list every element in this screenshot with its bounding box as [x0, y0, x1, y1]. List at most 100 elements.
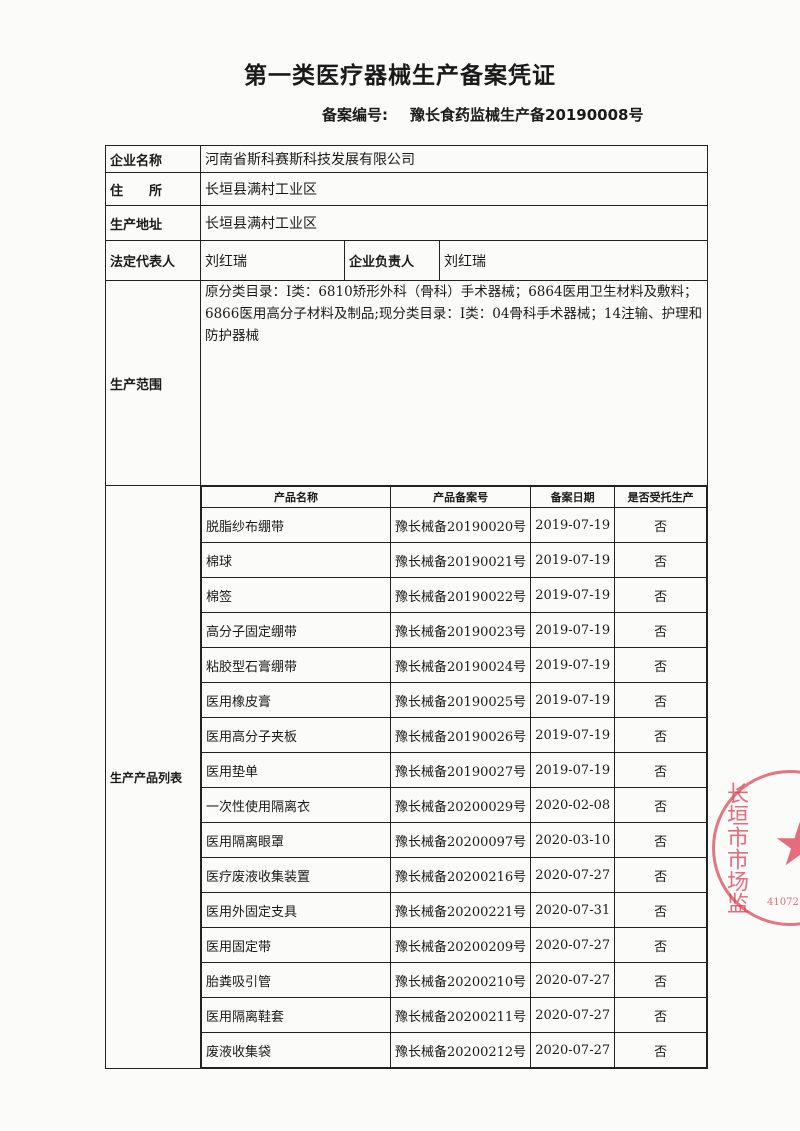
record-date: 2020-07-27	[530, 927, 616, 963]
entrusted-flag: 否	[614, 507, 707, 543]
record-number: 豫长械备20200209号	[389, 927, 532, 963]
seal-text: 长垣市市场监	[723, 782, 748, 914]
record-number: 豫长械备20190024号	[389, 647, 532, 683]
production-address-value: 长垣县满村工业区	[200, 205, 708, 241]
legal-rep-value: 刘红瑞	[200, 240, 345, 281]
record-date: 2020-07-27	[530, 962, 616, 998]
product-name: 废液收集袋	[201, 1032, 391, 1068]
record-date: 2020-03-10	[530, 822, 616, 858]
product-name: 医用固定带	[201, 927, 391, 963]
product-name: 一次性使用隔离衣	[201, 787, 391, 823]
record-date: 2020-07-31	[530, 892, 616, 928]
header-record-date: 备案日期	[530, 486, 616, 508]
scope-label: 生产范围	[105, 280, 201, 486]
record-date: 2020-07-27	[530, 997, 616, 1033]
entrusted-flag: 否	[614, 717, 707, 753]
product-name: 医用隔离鞋套	[201, 997, 391, 1033]
product-row: 胎粪吸引管 豫长械备20200210号 2020-07-27 否	[201, 962, 707, 998]
product-name: 粘胶型石膏绷带	[201, 647, 391, 683]
record-number: 豫长械备20200029号	[389, 787, 532, 823]
record-date: 2019-07-19	[530, 752, 616, 788]
product-list-cell: 产品名称 产品备案号 备案日期 是否受托生产 脱脂纱布绷带 豫长械备2019002…	[200, 485, 708, 1069]
product-name: 医用垫单	[201, 752, 391, 788]
record-number: 豫长械备20200211号	[389, 997, 532, 1033]
record-number: 豫长械备20190023号	[389, 612, 532, 648]
record-number: 豫长械备20190025号	[389, 682, 532, 718]
record-number: 豫长械备20200097号	[389, 822, 532, 858]
principal-value: 刘红瑞	[439, 240, 708, 281]
record-number: 豫长械备20190026号	[389, 717, 532, 753]
document-title: 第一类医疗器械生产备案凭证	[244, 63, 556, 89]
principal-label: 企业负责人	[344, 240, 440, 281]
product-name: 医用隔离眼罩	[201, 822, 391, 858]
record-number: 豫长械备20200212号	[389, 1032, 532, 1068]
product-row: 高分子固定绷带 豫长械备20190023号 2019-07-19 否	[201, 612, 707, 648]
product-name: 棉球	[201, 542, 391, 578]
record-date: 2019-07-19	[530, 612, 616, 648]
record-number: 豫长械备20190020号	[389, 507, 532, 543]
header-record-number: 产品备案号	[389, 486, 532, 508]
record-date: 2019-07-19	[530, 717, 616, 753]
scope-value: 原分类目录：Ⅰ类：6810矫形外科（骨科）手术器械；6864医用卫生材料及敷料；…	[200, 280, 708, 486]
header-entrusted: 是否受托生产	[614, 486, 707, 508]
product-row: 医用橡皮膏 豫长械备20190025号 2019-07-19 否	[201, 682, 707, 718]
product-row: 医疗废液收集装置 豫长械备20200216号 2020-07-27 否	[201, 857, 707, 893]
registration-label: 备案编号:	[322, 106, 388, 124]
product-row: 废液收集袋 豫长械备20200212号 2020-07-27 否	[201, 1032, 707, 1068]
product-name: 胎粪吸引管	[201, 962, 391, 998]
record-date: 2019-07-19	[530, 647, 616, 683]
product-row: 棉球 豫长械备20190021号 2019-07-19 否	[201, 542, 707, 578]
product-name: 医用高分子夹板	[201, 717, 391, 753]
certificate-table: 企业名称 河南省斯科赛斯科技发展有限公司 住 所长垣县满村工业区 生产地址 长垣县满…	[105, 145, 708, 1069]
product-row: 医用高分子夹板 豫长械备20190026号 2019-07-19 否	[201, 717, 707, 753]
company-value: 河南省斯科赛斯科技发展有限公司	[200, 145, 708, 173]
entrusted-flag: 否	[614, 647, 707, 683]
product-row: 医用固定带 豫长械备20200209号 2020-07-27 否	[201, 927, 707, 963]
entrusted-flag: 否	[614, 1032, 707, 1068]
product-row: 棉签 豫长械备20190022号 2019-07-19 否	[201, 577, 707, 613]
company-label: 企业名称	[105, 145, 201, 173]
product-name: 医用橡皮膏	[201, 682, 391, 718]
address-label: 住 所	[105, 172, 201, 206]
record-number: 豫长械备20190027号	[389, 752, 532, 788]
record-number: 豫长械备20200221号	[389, 892, 532, 928]
product-row: 脱脂纱布绷带 豫长械备20190020号 2019-07-19 否	[201, 507, 707, 543]
legal-rep-label: 法定代表人	[105, 240, 201, 281]
seal-code: 41072	[767, 897, 799, 908]
product-row: 粘胶型石膏绷带 豫长械备20190024号 2019-07-19 否	[201, 647, 707, 683]
official-seal: 长垣市市场监 ★ 41072	[712, 770, 800, 926]
registration-number: 备案编号: 豫长食药监械生产备20190008号	[322, 104, 666, 125]
product-row: 医用垫单 豫长械备20190027号 2019-07-19 否	[201, 752, 707, 788]
product-name: 脱脂纱布绷带	[201, 507, 391, 543]
entrusted-flag: 否	[614, 577, 707, 613]
entrusted-flag: 否	[614, 787, 707, 823]
entrusted-flag: 否	[614, 857, 707, 893]
record-number: 豫长械备20190021号	[389, 542, 532, 578]
address-value: 长垣县满村工业区	[200, 172, 708, 206]
entrusted-flag: 否	[614, 892, 707, 928]
header-product-name: 产品名称	[201, 486, 391, 508]
record-date: 2020-07-27	[530, 857, 616, 893]
product-name: 医用外固定支具	[201, 892, 391, 928]
production-address-label: 生产地址	[105, 205, 201, 241]
entrusted-flag: 否	[614, 612, 707, 648]
entrusted-flag: 否	[614, 752, 707, 788]
record-date: 2020-02-08	[530, 787, 616, 823]
product-row: 医用隔离鞋套 豫长械备20200211号 2020-07-27 否	[201, 997, 707, 1033]
product-row: 医用隔离眼罩 豫长械备20200097号 2020-03-10 否	[201, 822, 707, 858]
product-row: 医用外固定支具 豫长械备20200221号 2020-07-31 否	[201, 892, 707, 928]
record-date: 2019-07-19	[530, 507, 616, 543]
star-icon: ★	[773, 810, 800, 880]
product-header-row: 产品名称 产品备案号 备案日期 是否受托生产	[201, 486, 707, 508]
record-date: 2019-07-19	[530, 542, 616, 578]
product-name: 高分子固定绷带	[201, 612, 391, 648]
entrusted-flag: 否	[614, 542, 707, 578]
entrusted-flag: 否	[614, 997, 707, 1033]
record-date: 2020-07-27	[530, 1032, 616, 1068]
record-number: 豫长械备20200210号	[389, 962, 532, 998]
registration-value: 豫长食药监械生产备20190008号	[410, 106, 644, 124]
record-date: 2019-07-19	[530, 577, 616, 613]
product-row: 一次性使用隔离衣 豫长械备20200029号 2020-02-08 否	[201, 787, 707, 823]
record-date: 2019-07-19	[530, 682, 616, 718]
